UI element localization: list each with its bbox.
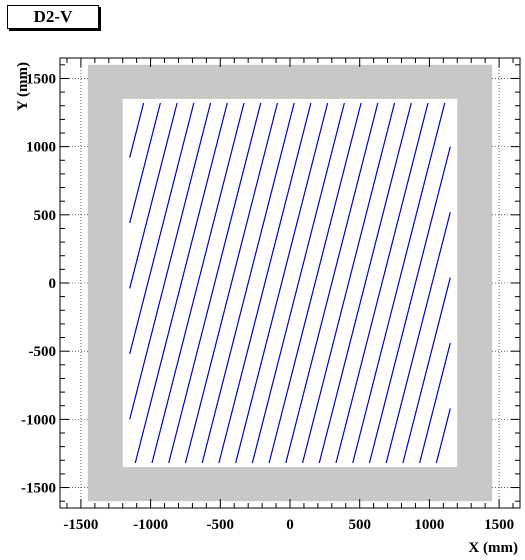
y-axis: -1500 -1000 -500 0 500 1000 1500: [21, 64, 520, 502]
wire-line: [184, 102, 279, 464]
wire-line: [129, 102, 212, 420]
y-tick-label: 500: [34, 208, 57, 224]
y-tick-label: -1500: [21, 481, 56, 497]
x-tick-label: -1500: [63, 517, 98, 533]
x-tick-label: 0: [286, 517, 294, 533]
y-tick-label: 0: [49, 276, 57, 292]
wire-line: [129, 102, 161, 224]
wire-line: [301, 102, 396, 464]
wire-line: [129, 102, 195, 355]
chart-title: D2-V: [7, 5, 99, 29]
x-tick-label: 1500: [484, 517, 514, 533]
wires: [129, 102, 451, 464]
wire-line: [151, 102, 245, 464]
wire-line: [129, 102, 178, 289]
wire-line: [129, 102, 145, 158]
wire-line: [385, 211, 451, 464]
x-tick-label: 500: [348, 517, 371, 533]
x-tick-label: -1000: [133, 517, 168, 533]
wire-line: [435, 408, 451, 464]
x-axis-title: X (mm): [468, 540, 518, 556]
y-tick-label: 1500: [26, 71, 56, 87]
wire-line: [235, 102, 329, 464]
x-tick-label: -500: [207, 517, 235, 533]
x-tick-label: 1000: [414, 517, 444, 533]
wire-line: [318, 102, 412, 464]
wire-line: [268, 102, 362, 464]
active-area: [122, 98, 458, 468]
wire-line: [218, 102, 312, 464]
wire-line: [251, 102, 345, 464]
y-axis-title: Y (mm): [15, 62, 31, 111]
wire-line: [134, 102, 228, 464]
x-axis: -1500 -1000 -500 0 500 1000 1500: [63, 58, 514, 533]
wire-line: [419, 342, 451, 464]
wire-line: [368, 146, 451, 464]
wire-line: [285, 102, 379, 464]
y-tick-label: -500: [29, 344, 57, 360]
y-tick-label: -1000: [21, 412, 56, 428]
wire-line: [402, 277, 451, 464]
wire-line: [335, 102, 429, 464]
wire-line: [168, 102, 262, 464]
wire-line: [201, 102, 295, 464]
wire-line: [352, 102, 446, 464]
y-tick-label: 1000: [26, 140, 56, 156]
